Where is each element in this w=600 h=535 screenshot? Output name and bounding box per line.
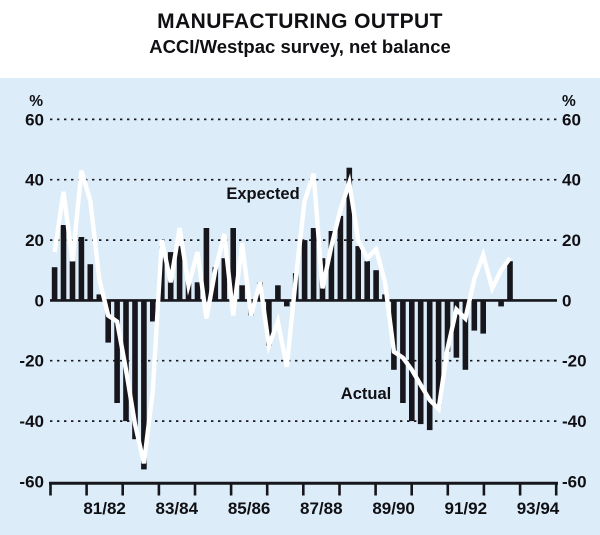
actual-bar xyxy=(150,300,156,322)
actual-bar xyxy=(346,167,353,301)
x-axis-label: 91/92 xyxy=(445,499,488,518)
actual-series-label: Actual xyxy=(341,385,391,403)
actual-bar xyxy=(284,300,290,307)
x-axis-label: 81/82 xyxy=(83,499,126,518)
actual-bar xyxy=(471,300,478,331)
actual-bar xyxy=(78,237,85,301)
y-tick-label-left: 40 xyxy=(25,171,44,190)
y-tick-label-right: -40 xyxy=(562,412,587,431)
actual-bar xyxy=(462,300,469,370)
actual-bar xyxy=(364,261,370,301)
actual-bar xyxy=(221,258,228,301)
actual-bar xyxy=(87,264,94,301)
x-axis-label: 93/94 xyxy=(517,499,560,518)
x-axis-label: 83/84 xyxy=(156,499,199,518)
actual-bar xyxy=(444,300,451,352)
y-tick-label-left: 60 xyxy=(25,110,44,129)
actual-bar xyxy=(275,285,281,301)
y-tick-label-left: 20 xyxy=(25,231,44,250)
actual-bar xyxy=(328,231,335,301)
actual-bar xyxy=(176,246,183,301)
actual-bar xyxy=(51,267,58,301)
actual-bar xyxy=(230,228,236,301)
actual-bar xyxy=(266,300,272,346)
actual-bar xyxy=(301,240,308,301)
y-tick-label-left: -60 xyxy=(19,472,44,491)
y-tick-label-left: -20 xyxy=(19,352,44,371)
actual-bar xyxy=(453,300,460,358)
actual-bar xyxy=(96,294,103,301)
actual-bar xyxy=(480,300,486,334)
y-tick-label-right: -60 xyxy=(562,472,587,491)
actual-bar xyxy=(114,300,120,403)
y-tick-label-right: 40 xyxy=(562,171,581,190)
actual-bar xyxy=(400,300,406,403)
y-tick-label-right: 60 xyxy=(562,110,581,129)
actual-bar xyxy=(194,282,201,301)
actual-bar xyxy=(105,300,111,343)
x-axis-label: 89/90 xyxy=(372,499,415,518)
expected-series-label: Expected xyxy=(226,185,299,203)
actual-bar xyxy=(337,215,344,301)
y-tick-label-right: -20 xyxy=(562,352,587,371)
y-tick-label-right: 20 xyxy=(562,231,581,250)
y-unit-label-left: % xyxy=(29,93,43,110)
actual-bar xyxy=(355,246,361,301)
actual-bar xyxy=(239,285,245,301)
chart-subtitle: ACCI/Westpac survey, net balance xyxy=(149,36,451,57)
y-tick-label-right: 0 xyxy=(562,291,571,310)
actual-bar xyxy=(417,300,424,425)
y-unit-label-right: % xyxy=(562,93,576,110)
actual-bar xyxy=(426,300,433,431)
actual-bar xyxy=(132,300,138,440)
x-axis-label: 87/88 xyxy=(300,499,343,518)
actual-bar xyxy=(373,270,379,301)
actual-bar xyxy=(409,300,415,422)
expected-line xyxy=(52,170,512,464)
y-tick-label-left: 0 xyxy=(35,291,44,310)
y-tick-label-left: -40 xyxy=(19,412,44,431)
actual-bar xyxy=(69,261,76,301)
actual-bar xyxy=(203,228,210,301)
actual-bar xyxy=(310,228,317,301)
actual-bar xyxy=(60,225,67,301)
x-axis-label: 85/86 xyxy=(228,499,271,518)
actual-bar xyxy=(435,300,442,406)
actual-bar xyxy=(507,261,513,301)
plot-background xyxy=(0,78,600,535)
actual-bar xyxy=(141,300,147,470)
actual-bar xyxy=(212,267,219,301)
chart-title: MANUFACTURING OUTPUT xyxy=(157,10,443,33)
actual-bar xyxy=(498,300,504,307)
